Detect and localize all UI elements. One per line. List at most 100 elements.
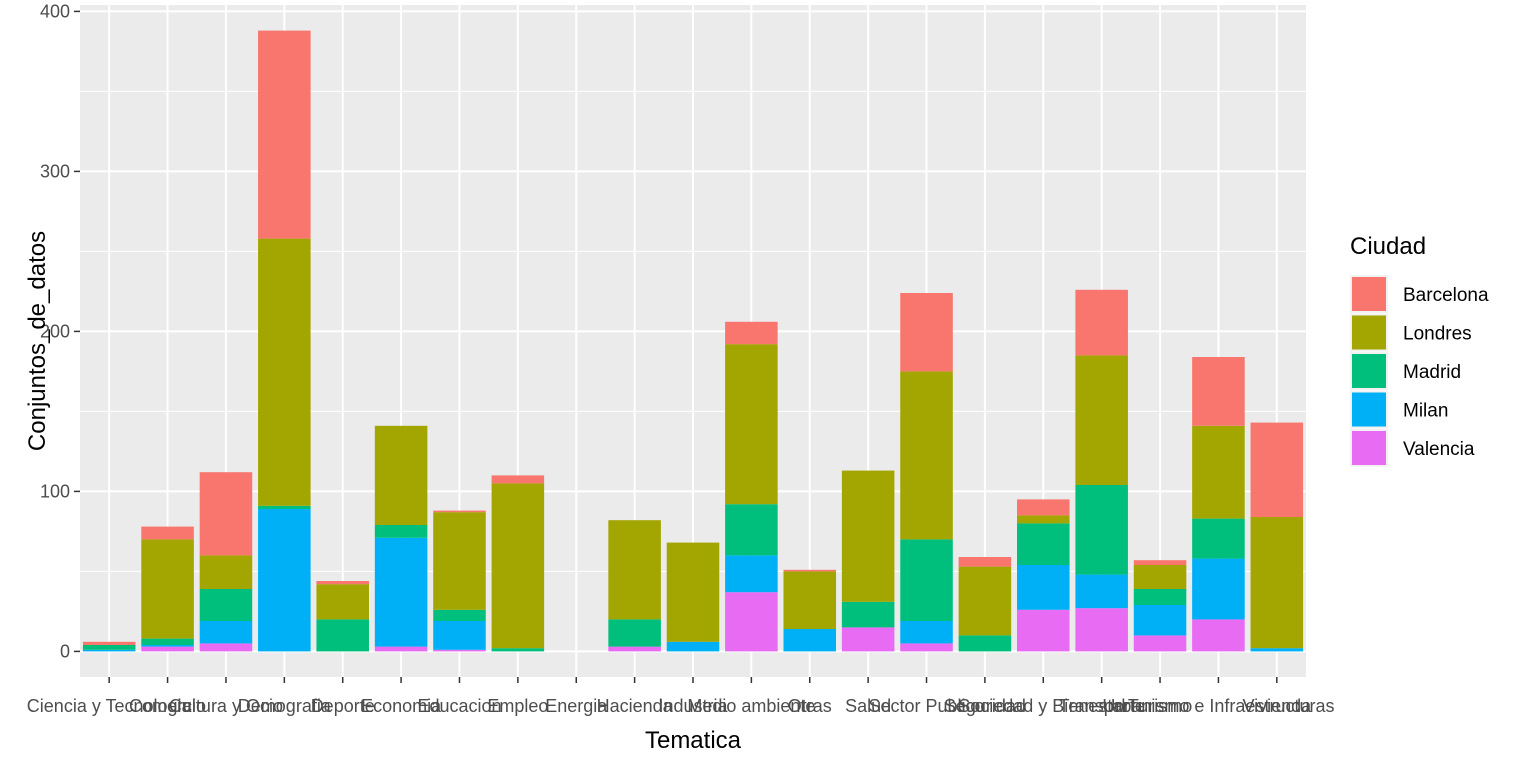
bar-segment <box>1192 518 1245 559</box>
bar-segment <box>316 619 369 652</box>
legend: Ciudad Barcelona Londres Madrid Milan Valenc… <box>1350 233 1489 467</box>
bar-segment <box>258 505 311 509</box>
x-tick-label: Transporte <box>1058 696 1144 716</box>
bar-segment <box>1192 558 1245 620</box>
legend-title: Ciudad <box>1350 233 1426 260</box>
bar-segment <box>433 512 486 610</box>
legend-label: Milan <box>1403 401 1448 422</box>
bar-segment <box>433 621 486 650</box>
bar-segment <box>199 589 253 621</box>
x-tick-label: Cultura y Ocio <box>169 696 283 716</box>
x-tick-label: Comercio <box>129 696 206 716</box>
bar-segment <box>725 504 778 556</box>
bar-segment <box>433 609 486 621</box>
x-tick-label: Vivienda <box>1242 696 1312 716</box>
bar-segment <box>900 539 953 621</box>
bar-segment <box>82 649 136 652</box>
x-tick-label: Seguridad <box>944 696 1026 716</box>
bar-segment <box>958 566 1012 636</box>
legend-swatch <box>1352 315 1386 350</box>
bar-segment <box>1075 608 1128 652</box>
bar-segment <box>374 646 428 652</box>
bar-segment <box>1192 619 1245 652</box>
bar-segment <box>258 30 311 239</box>
x-tick-label: Sociedad y Bienestar <box>958 696 1128 716</box>
x-tick-label: Industria <box>658 696 728 716</box>
bar-segment <box>608 646 661 652</box>
x-tick-label: Empleo <box>487 696 548 716</box>
bar-segment <box>82 645 136 650</box>
bar-segment <box>199 472 253 556</box>
bar-segment <box>725 555 778 593</box>
bar-segment <box>1250 422 1304 517</box>
x-tick-label: Deporte <box>311 696 375 716</box>
x-tick-label: Salud <box>845 696 891 716</box>
bar-segment <box>1017 515 1070 524</box>
bar-segment <box>841 470 895 602</box>
x-tick-label: Turismo <box>1128 696 1192 716</box>
bar-segment <box>258 238 311 506</box>
bar-segment <box>841 601 895 628</box>
bar-segment <box>141 638 194 645</box>
y-tick-label: 200 <box>40 321 70 341</box>
x-tick-label: Demografia <box>238 696 332 716</box>
bar-segment <box>900 643 953 652</box>
legend-swatch <box>1352 354 1386 388</box>
bar-segment <box>141 526 194 540</box>
bar-segment <box>199 555 253 589</box>
bar-segment <box>141 645 194 647</box>
bar-segment <box>1075 574 1128 609</box>
x-tick-label: Urbanismo e Infraestructuras <box>1102 696 1334 716</box>
bar-segment <box>725 344 778 505</box>
y-tick-label: 100 <box>40 481 70 501</box>
bar-segment <box>1017 565 1070 610</box>
y-tick-label: 300 <box>40 161 70 181</box>
bar-segment <box>1250 517 1304 649</box>
legend-swatch <box>1352 392 1386 427</box>
bar-segment <box>1017 523 1070 565</box>
bar-segment <box>666 641 720 652</box>
bar-segment <box>1133 589 1187 605</box>
bar-segment <box>958 635 1012 652</box>
y-axis: 0 100 200 300 400 <box>40 1 80 661</box>
bar-segment <box>141 539 194 639</box>
bars <box>82 30 1304 652</box>
bar-segment <box>725 321 778 345</box>
bar-segment <box>1017 499 1070 516</box>
bar-segment <box>491 648 545 652</box>
bar-segment <box>82 641 136 645</box>
bar-segment <box>258 509 311 652</box>
bar-segment <box>1133 605 1187 636</box>
bar-segment <box>1133 560 1187 565</box>
bar-segment <box>199 621 253 644</box>
x-tick-label: Medio ambiente <box>687 696 815 716</box>
bar-segment <box>1017 609 1070 652</box>
legend-label: Valencia <box>1403 439 1475 460</box>
x-axis-title: Tematica <box>645 727 742 754</box>
bar-segment <box>783 571 837 629</box>
bar-segment <box>1133 565 1187 589</box>
x-tick-label: Ciencia y Tecnologia <box>27 696 193 716</box>
bar-segment <box>725 592 778 652</box>
bar-segment <box>841 627 895 652</box>
bar-segment <box>666 542 720 642</box>
legend-swatch <box>1352 277 1386 311</box>
y-axis-title: Conjuntos_de_datos <box>24 231 51 451</box>
x-tick-label: Economia <box>361 696 442 716</box>
legend-label: Londres <box>1403 324 1472 345</box>
bar-segment <box>608 520 661 620</box>
bar-segment <box>491 475 545 484</box>
y-tick-label: 400 <box>40 1 70 21</box>
x-tick-label: Hacienda <box>597 696 674 716</box>
bar-segment <box>141 646 194 652</box>
bar-segment <box>199 643 253 652</box>
x-tick-label: Energia <box>545 696 608 716</box>
bar-segment <box>316 581 369 585</box>
bar-segment <box>900 293 953 372</box>
bar-segment <box>374 425 428 525</box>
bar-segment <box>1192 357 1245 426</box>
bar-segment <box>433 649 486 652</box>
x-tick-label: Educacion <box>417 696 501 716</box>
x-tick-label: Sector Publico <box>868 696 984 716</box>
